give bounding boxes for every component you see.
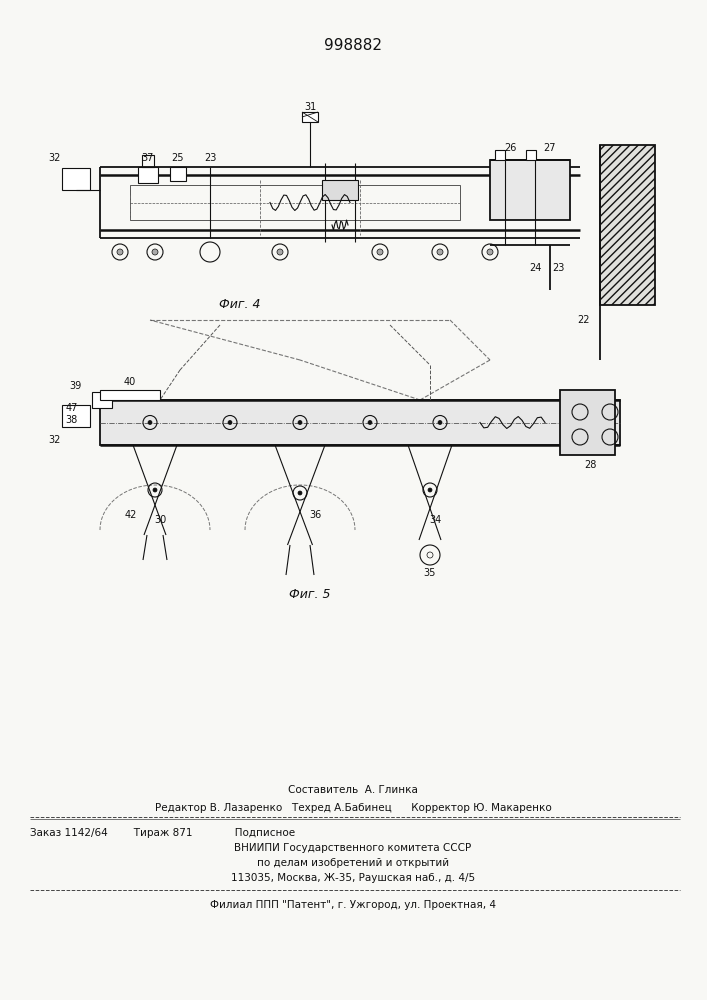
Circle shape bbox=[377, 249, 383, 255]
Text: 27: 27 bbox=[544, 143, 556, 153]
Bar bbox=[100, 390, 160, 400]
Text: 22: 22 bbox=[578, 315, 590, 325]
Text: 998882: 998882 bbox=[324, 38, 382, 53]
Text: 35: 35 bbox=[423, 568, 436, 578]
Circle shape bbox=[438, 420, 442, 424]
Bar bbox=[142, 155, 154, 167]
Circle shape bbox=[148, 420, 152, 424]
Text: 32: 32 bbox=[49, 435, 62, 445]
Text: 40: 40 bbox=[124, 377, 136, 387]
Text: Заказ 1142/64        Тираж 871             Подписное: Заказ 1142/64 Тираж 871 Подписное bbox=[30, 828, 295, 838]
Circle shape bbox=[117, 249, 123, 255]
Text: 24: 24 bbox=[530, 263, 542, 273]
Circle shape bbox=[298, 491, 302, 495]
Text: 34: 34 bbox=[429, 515, 441, 525]
Text: 38: 38 bbox=[66, 415, 78, 425]
Text: Фиг. 4: Фиг. 4 bbox=[219, 298, 261, 312]
Bar bbox=[100, 400, 620, 445]
Text: 26: 26 bbox=[504, 143, 516, 153]
Circle shape bbox=[298, 420, 302, 424]
Text: 47: 47 bbox=[66, 403, 78, 413]
Text: Редактор В. Лазаренко   Техред А.Бабинец      Корректор Ю. Макаренко: Редактор В. Лазаренко Техред А.Бабинец К… bbox=[155, 803, 551, 813]
Text: 28: 28 bbox=[584, 460, 596, 470]
Text: 23: 23 bbox=[204, 153, 216, 163]
Text: 31: 31 bbox=[304, 102, 316, 112]
Circle shape bbox=[152, 249, 158, 255]
Text: 113035, Москва, Ж-35, Раушская наб., д. 4/5: 113035, Москва, Ж-35, Раушская наб., д. … bbox=[231, 873, 475, 883]
Bar bbox=[62, 168, 90, 190]
Bar bbox=[600, 145, 655, 305]
Circle shape bbox=[437, 249, 443, 255]
Bar bbox=[138, 167, 158, 183]
Circle shape bbox=[487, 249, 493, 255]
Text: 23: 23 bbox=[552, 263, 564, 273]
Text: 42: 42 bbox=[124, 510, 137, 520]
Bar bbox=[495, 150, 505, 160]
Text: Филиал ППП "Патент", г. Ужгород, ул. Проектная, 4: Филиал ППП "Патент", г. Ужгород, ул. Про… bbox=[210, 900, 496, 910]
Bar bbox=[560, 390, 615, 455]
Bar bbox=[170, 167, 186, 181]
Bar bbox=[92, 392, 112, 408]
Text: 37: 37 bbox=[142, 153, 154, 163]
Bar bbox=[322, 180, 358, 200]
Text: 30: 30 bbox=[154, 515, 166, 525]
Bar bbox=[526, 150, 536, 160]
Circle shape bbox=[228, 420, 232, 424]
Bar bbox=[130, 185, 460, 220]
Circle shape bbox=[277, 249, 283, 255]
Bar bbox=[490, 160, 570, 220]
Text: 25: 25 bbox=[172, 153, 185, 163]
Bar bbox=[302, 112, 318, 122]
Text: по делам изобретений и открытий: по делам изобретений и открытий bbox=[257, 858, 449, 868]
Text: 39: 39 bbox=[70, 381, 82, 391]
Circle shape bbox=[368, 420, 372, 424]
Text: 36: 36 bbox=[309, 510, 321, 520]
Circle shape bbox=[153, 488, 157, 492]
Text: Фиг. 5: Фиг. 5 bbox=[289, 588, 331, 601]
Bar bbox=[62, 405, 90, 427]
Text: ВНИИПИ Государственного комитета СССР: ВНИИПИ Государственного комитета СССР bbox=[235, 843, 472, 853]
Text: 32: 32 bbox=[49, 153, 62, 163]
Text: Составитель  А. Глинка: Составитель А. Глинка bbox=[288, 785, 418, 795]
Circle shape bbox=[428, 488, 432, 492]
